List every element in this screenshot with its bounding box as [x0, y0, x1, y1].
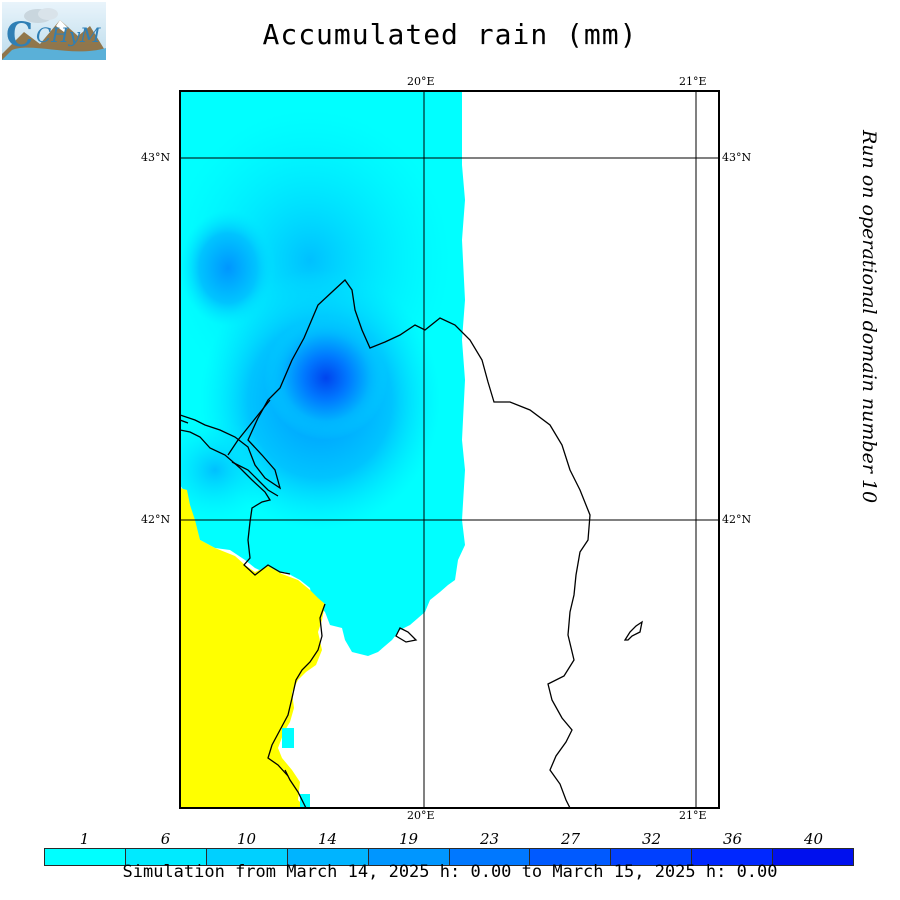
lon-label-bottom-20e: 20°E	[407, 809, 435, 822]
rain-shade-coast	[180, 420, 270, 520]
map-title: Accumulated rain (mm)	[262, 18, 638, 51]
run-info-text: Run on operational domain number 10	[858, 130, 892, 630]
svg-text:C: C	[6, 15, 33, 55]
lon-label-top-20e: 20°E	[407, 75, 435, 88]
rain-max-cell	[264, 316, 388, 440]
legend-swatch	[287, 849, 369, 865]
legend-label: 23	[479, 830, 500, 848]
country-borders	[180, 279, 643, 808]
legend-label: 40	[803, 830, 824, 848]
map-frame	[179, 90, 720, 809]
legend-label: 19	[398, 830, 419, 848]
legend-label: 10	[236, 830, 257, 848]
lat-label-left-42n: 42°N	[141, 513, 171, 526]
legend-swatch	[125, 849, 207, 865]
simulation-period: Simulation from March 14, 2025 h: 0.00 t…	[122, 862, 778, 882]
rain-patch-coast	[282, 728, 294, 748]
legend-label: 6	[160, 830, 171, 848]
graticule	[180, 91, 719, 808]
rain-patch-coast-south	[300, 794, 310, 808]
run-info-label: Run on operational domain number 10	[858, 130, 880, 504]
legend-label: 14	[317, 830, 338, 848]
legend-label: 36	[722, 830, 743, 848]
svg-text:CHyM: CHyM	[36, 23, 101, 47]
lon-label-top-21e: 21°E	[679, 75, 707, 88]
lat-label-left-43n: 43°N	[141, 151, 171, 164]
legend-swatch	[206, 849, 288, 865]
legend-swatch	[611, 849, 693, 865]
legend-swatch	[449, 849, 531, 865]
legend-label: 32	[641, 830, 662, 848]
lat-label-right-42n: 42°N	[722, 513, 752, 526]
legend-label: 27	[560, 830, 581, 848]
lat-label-right-43n: 43°N	[722, 151, 752, 164]
sea-area	[180, 488, 325, 808]
legend-swatch	[45, 849, 126, 865]
lon-label-bottom-21e: 21°E	[679, 809, 707, 822]
legend-swatch	[692, 849, 774, 865]
legend-label: 1	[79, 830, 90, 848]
legend-swatch	[773, 849, 854, 865]
legend-swatch	[368, 849, 450, 865]
legend-colorbar	[44, 848, 854, 866]
chym-logo: C CHyM	[2, 2, 106, 60]
legend-swatch	[530, 849, 612, 865]
